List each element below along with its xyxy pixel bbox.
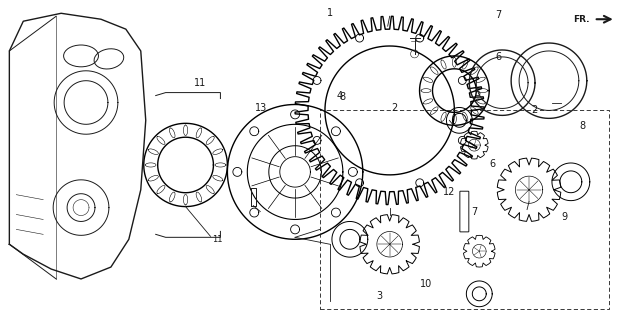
Text: 1: 1 [327, 8, 333, 18]
Text: 2: 2 [531, 105, 537, 116]
Text: 10: 10 [420, 279, 433, 289]
Text: 5: 5 [474, 88, 481, 98]
Text: 13: 13 [255, 103, 267, 114]
Text: 2: 2 [391, 103, 398, 114]
Text: 7: 7 [495, 10, 501, 20]
Text: 11: 11 [194, 78, 207, 88]
Text: 6: 6 [489, 159, 495, 169]
Text: 6: 6 [495, 52, 501, 62]
Text: 11: 11 [213, 235, 223, 244]
Text: 12: 12 [443, 187, 455, 197]
Text: 9: 9 [562, 212, 568, 222]
Text: 8: 8 [580, 121, 586, 131]
Text: 7: 7 [471, 206, 477, 217]
Text: FR.: FR. [573, 15, 590, 24]
Text: 3: 3 [377, 291, 383, 301]
Text: 4: 4 [337, 91, 343, 100]
Text: 8: 8 [340, 92, 346, 101]
